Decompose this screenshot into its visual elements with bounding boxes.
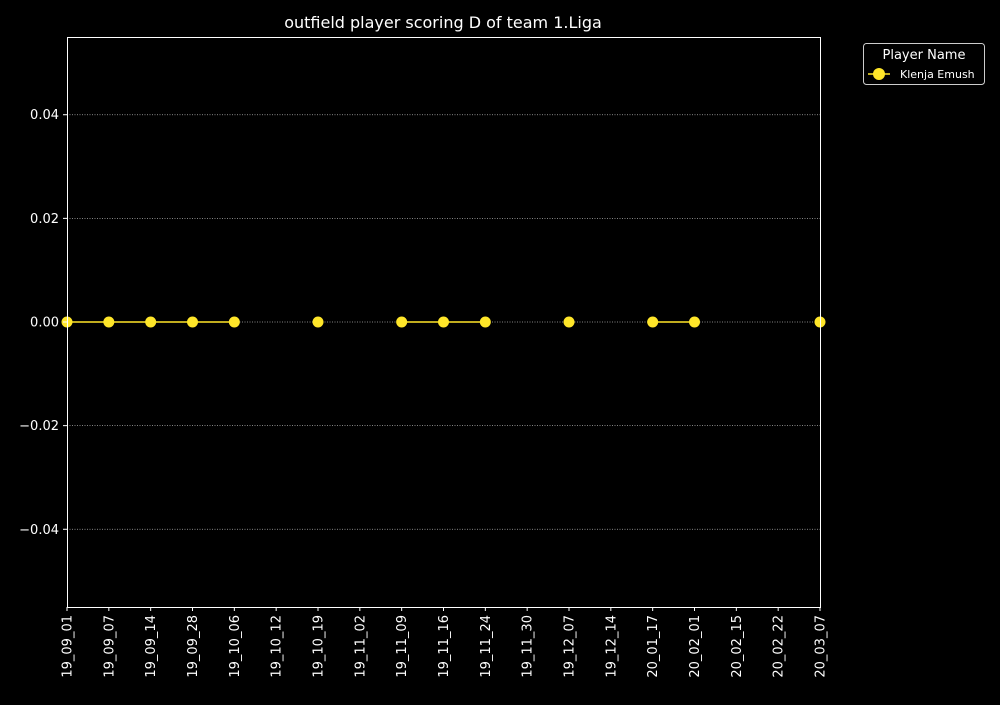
chart-title: outfield player scoring D of team 1.Liga xyxy=(284,13,602,32)
y-tick-label: −0.04 xyxy=(19,523,59,538)
x-tick-label: 19_10_06 xyxy=(228,615,243,678)
y-tick-label: 0.04 xyxy=(30,108,59,123)
x-tick-label: 19_09_28 xyxy=(186,615,201,678)
x-tick-label: 19_09_14 xyxy=(144,615,159,678)
data-point xyxy=(187,316,198,328)
legend: Player Name Klenja Emush xyxy=(863,43,985,85)
x-tick-label: 20_02_15 xyxy=(730,615,745,678)
x-tick-label: 19_11_24 xyxy=(479,615,494,678)
x-tick-label: 19_12_14 xyxy=(604,615,619,678)
data-point xyxy=(563,316,575,328)
x-tick-label: 19_11_09 xyxy=(395,615,410,678)
legend-title: Player Name xyxy=(883,48,966,63)
x-tick-label: 20_02_22 xyxy=(772,615,787,678)
data-point xyxy=(689,316,700,328)
x-tick-label: 19_11_02 xyxy=(353,615,368,678)
x-tick-label: 20_01_17 xyxy=(646,615,661,678)
data-point xyxy=(438,316,449,328)
data-point xyxy=(145,316,157,328)
data-point xyxy=(103,316,115,328)
y-tick-label: −0.02 xyxy=(19,419,59,434)
x-tick-label: 20_02_01 xyxy=(688,615,703,678)
x-tick-label: 20_03_07 xyxy=(814,615,829,678)
y-axis: 0.04 0.02 0.00 −0.02 −0.04 xyxy=(19,108,67,538)
y-tick-label: 0.00 xyxy=(30,316,59,331)
data-point xyxy=(312,316,324,328)
series-layer xyxy=(61,316,826,328)
data-point xyxy=(479,316,491,328)
legend-box xyxy=(863,43,985,85)
data-point xyxy=(396,316,408,328)
legend-marker xyxy=(873,68,885,80)
data-point xyxy=(647,316,659,328)
x-tick-label: 19_11_30 xyxy=(521,615,536,678)
data-point xyxy=(228,316,240,328)
x-tick-label: 19_11_16 xyxy=(437,615,452,678)
x-tick-label: 19_10_19 xyxy=(312,615,327,678)
legend-entry-label: Klenja Emush xyxy=(900,68,975,81)
x-axis: 19_09_01 19_09_07 19_09_14 19_09_28 19_10_06… xyxy=(61,607,829,678)
x-tick-label: 19_10_12 xyxy=(270,615,285,678)
y-tick-label: 0.02 xyxy=(30,212,59,227)
x-tick-label: 19_12_07 xyxy=(563,615,578,678)
x-tick-label: 19_09_01 xyxy=(61,615,76,678)
x-tick-label: 19_09_07 xyxy=(102,615,117,678)
